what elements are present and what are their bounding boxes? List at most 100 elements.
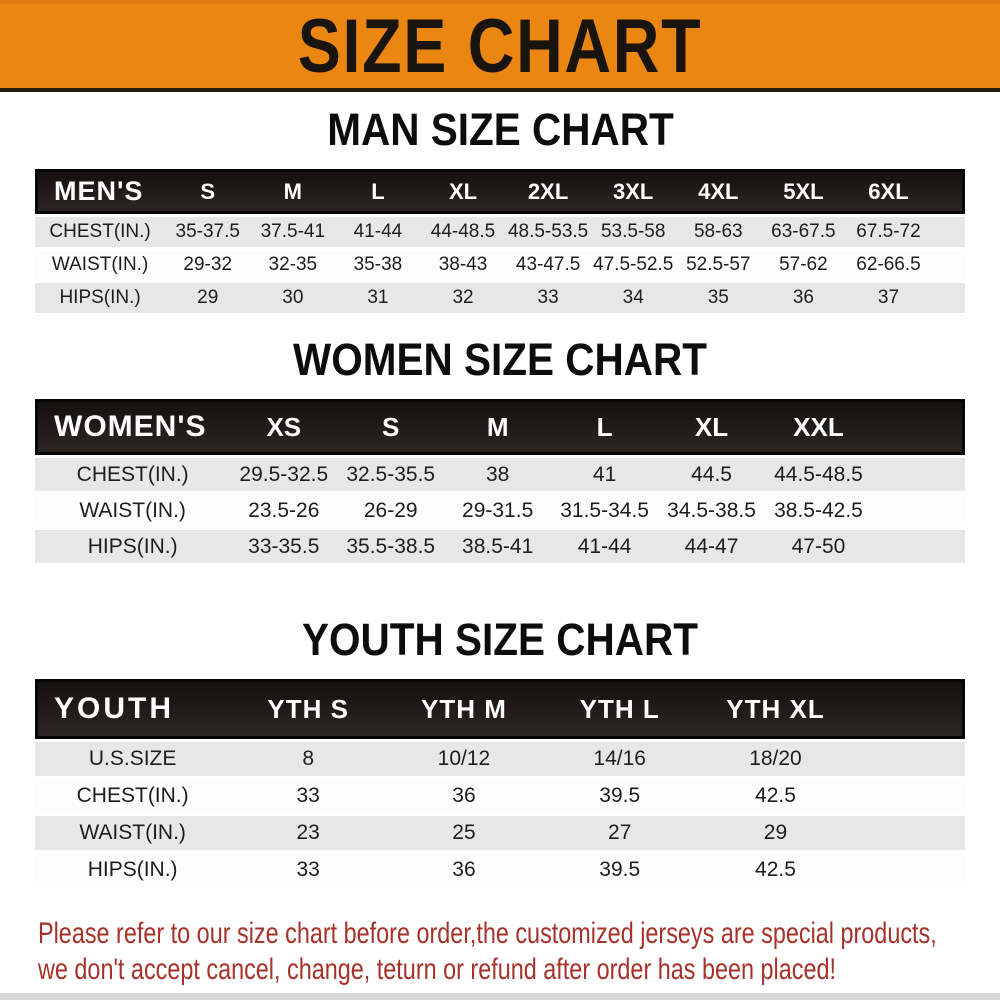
size-value: 44.5	[658, 458, 765, 491]
size-value: 18/20	[697, 742, 854, 776]
bottom-edge-strip	[0, 993, 1000, 1000]
table-row: CHEST(IN.) 29.5-32.5 32.5-35.5 38 41 44.5 44.5…	[35, 458, 965, 491]
filler-cell	[853, 816, 965, 850]
size-value: 31	[335, 283, 421, 313]
row-label: WAIST(IN.)	[35, 250, 166, 280]
youth-size-chart-heading: YOUTH SIZE CHART	[0, 616, 1000, 664]
size-value: 36	[760, 283, 846, 313]
size-value: 34.5-38.5	[658, 494, 765, 527]
size-value: 47-50	[765, 530, 872, 563]
row-label: WAIST(IN.)	[35, 494, 231, 527]
women-size-table: WOMEN'S XS S M L XL XXL CHEST(IN.) 29.5-32.5 32.5…	[35, 396, 965, 566]
size-value: 47.5-52.5	[590, 250, 676, 280]
size-value: 41-44	[335, 217, 421, 247]
size-value: 38.5-41	[444, 530, 552, 563]
size-column-header: 6XL	[845, 169, 932, 214]
table-row: CHEST(IN.) 35-37.5 37.5-41 41-44 44-48.5 48.5…	[35, 217, 965, 247]
size-value: 44-47	[658, 530, 765, 563]
size-column-header: YTH L	[541, 679, 698, 739]
size-column-header: 4XL	[675, 169, 761, 214]
size-value: 36	[386, 853, 542, 887]
size-value: 32.5-35.5	[337, 458, 445, 491]
size-value: 43-47.5	[505, 250, 591, 280]
table-row: HIPS(IN.) 33-35.5 35.5-38.5 38.5-41 41-44 44-…	[35, 530, 965, 563]
size-column-header: M	[250, 169, 336, 214]
table-header-row: WOMEN'S XS S M L XL XXL	[35, 399, 965, 455]
size-value: 29	[165, 283, 251, 313]
table-row: U.S.SIZE 8 10/12 14/16 18/20	[35, 742, 965, 776]
table-category-header: YOUTH	[35, 679, 231, 739]
size-value: 63-67.5	[760, 217, 846, 247]
row-label: WAIST(IN.)	[35, 816, 231, 850]
order-disclaimer: Please refer to our size chart before or…	[38, 916, 1000, 988]
filler-cell	[871, 458, 965, 491]
table-row: HIPS(IN.) 33 36 39.5 42.5	[35, 853, 965, 887]
size-value: 41-44	[551, 530, 659, 563]
size-value: 29.5-32.5	[230, 458, 338, 491]
size-value: 34	[590, 283, 676, 313]
row-label: HIPS(IN.)	[35, 853, 231, 887]
size-value: 23	[230, 816, 387, 850]
size-column-header: S	[165, 169, 251, 214]
size-value: 32	[420, 283, 506, 313]
size-value: 62-66.5	[845, 250, 932, 280]
row-label: CHEST(IN.)	[35, 779, 231, 813]
filler-cell	[853, 742, 965, 776]
size-column-header: YTH XL	[697, 679, 854, 739]
table-header-row: MEN'S S M L XL 2XL 3XL 4XL 5XL 6XL	[35, 169, 965, 214]
size-value: 35-37.5	[165, 217, 251, 247]
size-value: 25	[386, 816, 542, 850]
size-value: 44.5-48.5	[765, 458, 872, 491]
filler-cell	[871, 530, 965, 563]
man-size-chart-heading: MAN SIZE CHART	[0, 106, 1000, 154]
size-value: 36	[386, 779, 542, 813]
size-value: 39.5	[541, 853, 698, 887]
size-column-header: YTH S	[230, 679, 387, 739]
men-size-table: MEN'S S M L XL 2XL 3XL 4XL 5XL 6XL CHEST(IN.) 35-37…	[35, 166, 965, 316]
disclaimer-line-1: Please refer to our size chart before or…	[38, 916, 1000, 952]
row-label: U.S.SIZE	[35, 742, 231, 776]
size-value: 39.5	[541, 779, 698, 813]
size-value: 52.5-57	[675, 250, 761, 280]
size-column-header: XL	[420, 169, 506, 214]
size-value: 58-63	[675, 217, 761, 247]
table-category-header: WOMEN'S	[35, 399, 231, 455]
filler-cell	[853, 779, 965, 813]
size-value: 31.5-34.5	[551, 494, 659, 527]
table-category-header: MEN'S	[35, 169, 166, 214]
size-value: 38	[444, 458, 552, 491]
filler-cell	[871, 399, 965, 455]
size-value: 32-35	[250, 250, 336, 280]
size-column-header: 3XL	[590, 169, 676, 214]
filler-cell	[853, 679, 965, 739]
table-row: CHEST(IN.) 33 36 39.5 42.5	[35, 779, 965, 813]
women-size-chart-heading: WOMEN SIZE CHART	[0, 336, 1000, 384]
size-value: 29-31.5	[444, 494, 552, 527]
disclaimer-line-2: we don't accept cancel, change, teturn o…	[38, 952, 1000, 988]
table-header-row: YOUTH YTH S YTH M YTH L YTH XL	[35, 679, 965, 739]
size-value: 35.5-38.5	[337, 530, 445, 563]
filler-cell	[871, 494, 965, 527]
size-value: 42.5	[697, 853, 854, 887]
size-value: 33	[230, 779, 387, 813]
size-column-header: S	[337, 399, 445, 455]
size-column-header: 2XL	[505, 169, 591, 214]
size-value: 35	[675, 283, 761, 313]
filler-cell	[931, 217, 965, 247]
women-size-chart-heading-text: WOMEN SIZE CHART	[292, 334, 707, 385]
size-value: 10/12	[386, 742, 542, 776]
size-value: 37	[845, 283, 932, 313]
table-row: WAIST(IN.) 23 25 27 29	[35, 816, 965, 850]
size-column-header: XL	[658, 399, 765, 455]
size-value: 57-62	[760, 250, 846, 280]
filler-cell	[853, 853, 965, 887]
size-value: 23.5-26	[230, 494, 338, 527]
row-label: CHEST(IN.)	[35, 217, 166, 247]
table-row: HIPS(IN.) 29 30 31 32 33 34 35 36 37	[35, 283, 965, 313]
size-value: 33	[230, 853, 387, 887]
size-value: 38-43	[420, 250, 506, 280]
size-value: 42.5	[697, 779, 854, 813]
size-column-header: 5XL	[760, 169, 846, 214]
size-value: 37.5-41	[250, 217, 336, 247]
size-value: 33	[505, 283, 591, 313]
